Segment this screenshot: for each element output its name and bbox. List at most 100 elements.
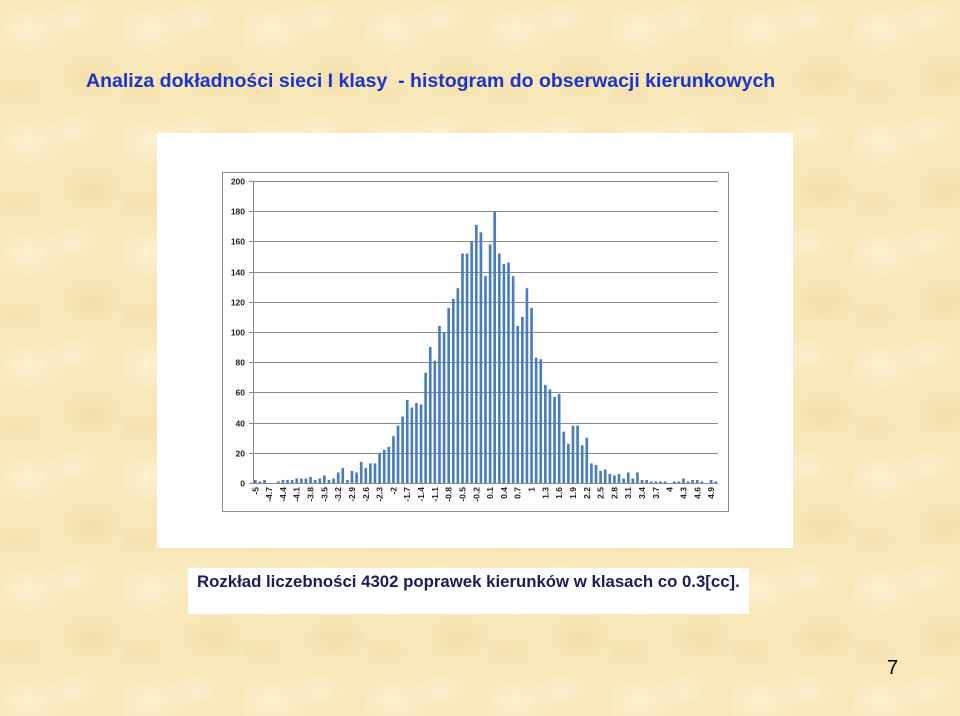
x-tick-label: -1.4: [416, 487, 426, 502]
histogram-bar: [451, 298, 455, 483]
histogram-bar: [677, 481, 681, 483]
x-tick-label: 4: [665, 487, 675, 492]
histogram-bar: [557, 393, 561, 483]
slide-title: Analiza dokładności sieci I klasy - hist…: [86, 70, 776, 92]
histogram-bar: [654, 481, 658, 483]
histogram-bar: [295, 478, 299, 483]
histogram-bar: [470, 241, 474, 483]
histogram-bar: [613, 475, 616, 483]
histogram-bar: [258, 481, 262, 483]
histogram-bar: [709, 479, 713, 483]
chart-panel: 0 20 40 60 80 100 120 140 160 180 200 -5 -4.7 -4.4 -4…: [157, 133, 793, 548]
x-tick-label: 1.6: [554, 487, 564, 499]
y-tick-label: 160: [231, 237, 245, 247]
histogram-bar: [378, 452, 381, 483]
x-tick-label: 0.4: [499, 487, 509, 499]
histogram-bar: [276, 481, 280, 483]
histogram-bar: [419, 404, 423, 483]
x-tick-label: 3.7: [651, 487, 661, 499]
x-tick-label: 1.9: [568, 487, 578, 499]
x-tick-label: 3.1: [623, 487, 633, 499]
histogram-bar: [571, 425, 575, 483]
histogram-bar: [424, 372, 427, 483]
histogram-bar: [590, 463, 593, 483]
histogram-bar: [626, 472, 630, 483]
histogram-bar: [415, 402, 418, 483]
histogram-bar: [309, 476, 312, 483]
histogram-bar: [350, 470, 354, 483]
histogram-bar: [300, 478, 303, 483]
histogram-bar: [327, 479, 331, 483]
x-tick-label: -0.8: [444, 487, 454, 502]
histogram-bar: [567, 443, 570, 483]
histogram-bar: [341, 467, 345, 483]
histogram-bar: [521, 316, 524, 483]
caption-box: Rozkład liczebności 4302 poprawek kierun…: [188, 568, 749, 614]
y-tick-label: 60: [236, 388, 246, 398]
x-tick-label: 4.3: [678, 487, 688, 499]
histogram-bar: [373, 463, 377, 483]
histogram-bar: [645, 479, 648, 483]
histogram-bar: [497, 253, 501, 483]
histogram-bar: [622, 478, 625, 483]
histogram-bar: [603, 469, 607, 483]
histogram-bar: [576, 425, 579, 483]
histogram-bar: [263, 479, 266, 483]
histogram-bar: [304, 478, 308, 483]
y-tick-label: 180: [231, 207, 245, 217]
histogram-bar: [516, 325, 520, 483]
histogram-bar: [286, 479, 289, 483]
histogram-bar: [585, 437, 589, 483]
histogram-bar: [502, 264, 506, 483]
histogram-bar: [479, 232, 483, 483]
histogram-bar: [695, 479, 699, 483]
histogram-bar: [553, 396, 556, 483]
histogram-bar: [488, 244, 492, 483]
histogram-bar: [346, 479, 349, 483]
histogram-bar: [474, 224, 478, 483]
histogram-bar: [332, 478, 335, 483]
histogram-bar: [544, 384, 547, 483]
histogram-bar: [599, 470, 602, 483]
histogram-bar: [594, 464, 598, 483]
histogram-bar: [369, 463, 372, 483]
histogram-bar: [663, 481, 667, 483]
histogram-bar: [608, 473, 612, 483]
histogram-bar: [511, 276, 515, 483]
y-tick-label: 100: [231, 328, 245, 338]
x-tick-label: 4.9: [706, 487, 716, 499]
x-tick-label: 2.5: [596, 487, 606, 499]
x-axis-labels: -5 -4.7 -4.4 -4.1 -3.8 -3.5 -3.2 -2.9 -2.6 -2.3 -2…: [250, 487, 716, 502]
gridlines: [249, 181, 718, 484]
histogram-bar: [700, 481, 704, 483]
histogram-bar: [382, 449, 386, 483]
histogram-bar: [672, 481, 676, 483]
histogram-bar: [525, 288, 529, 483]
x-tick-label: 0.1: [485, 487, 495, 499]
histogram-bar: [290, 479, 294, 483]
x-tick-label: -2.3: [375, 487, 385, 502]
x-tick-label: 1: [527, 487, 537, 492]
histogram-bar: [433, 360, 437, 483]
x-tick-label: -3.2: [333, 487, 343, 502]
histogram-bar: [507, 262, 510, 483]
y-tick-label: 120: [231, 298, 245, 308]
x-tick-label: -4.1: [292, 487, 302, 502]
histogram-bar: [387, 446, 391, 483]
histogram-bar: [461, 253, 464, 483]
y-tick-label: 80: [236, 358, 246, 368]
histogram-bar: [396, 425, 400, 483]
x-tick-label: 4.6: [692, 487, 702, 499]
histogram-bar: [447, 307, 450, 483]
histogram-bar: [691, 479, 695, 483]
y-tick-label: 40: [236, 419, 246, 429]
histogram-bars: [253, 211, 718, 483]
histogram-bar: [313, 479, 317, 483]
chart-caption: Rozkład liczebności 4302 poprawek kierun…: [197, 572, 740, 591]
histogram-bar: [359, 461, 363, 483]
x-tick-label: -3.5: [319, 487, 329, 502]
histogram-bar: [364, 467, 368, 483]
page-number: 7: [887, 657, 899, 679]
x-tick-label: 0.7: [513, 487, 523, 499]
histogram-bar: [631, 478, 635, 483]
